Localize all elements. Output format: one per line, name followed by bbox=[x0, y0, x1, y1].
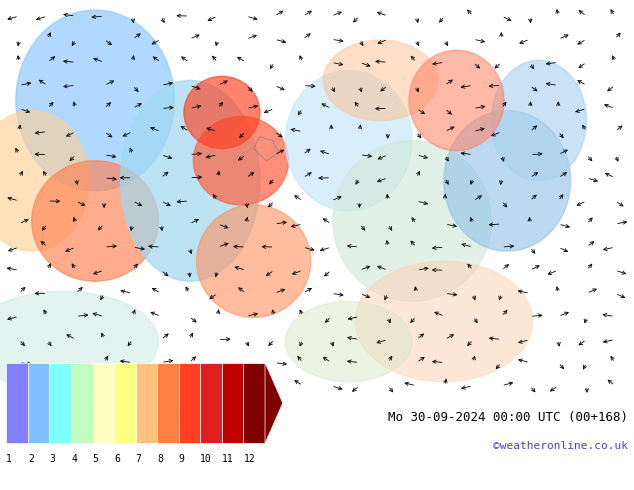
Bar bbox=[6, 363, 28, 443]
Ellipse shape bbox=[285, 301, 412, 382]
Bar bbox=[114, 363, 136, 443]
Text: 11: 11 bbox=[222, 454, 234, 464]
Ellipse shape bbox=[444, 111, 571, 251]
Ellipse shape bbox=[323, 40, 437, 121]
Ellipse shape bbox=[0, 111, 89, 251]
Ellipse shape bbox=[197, 205, 311, 318]
Text: ©weatheronline.co.uk: ©weatheronline.co.uk bbox=[493, 441, 628, 451]
Text: 12: 12 bbox=[243, 454, 256, 464]
Bar bbox=[28, 363, 49, 443]
Text: 8: 8 bbox=[157, 454, 163, 464]
Text: 10: 10 bbox=[200, 454, 212, 464]
Bar bbox=[136, 363, 157, 443]
Text: 6: 6 bbox=[114, 454, 120, 464]
Bar bbox=[179, 363, 200, 443]
Ellipse shape bbox=[32, 161, 158, 281]
Ellipse shape bbox=[193, 117, 288, 205]
Bar bbox=[157, 363, 179, 443]
Ellipse shape bbox=[184, 76, 260, 148]
Ellipse shape bbox=[0, 291, 158, 392]
Polygon shape bbox=[265, 363, 283, 443]
Text: Surface wind (bft)   GFS: Surface wind (bft) GFS bbox=[6, 411, 186, 424]
Ellipse shape bbox=[120, 80, 260, 281]
Bar bbox=[71, 363, 93, 443]
Bar bbox=[222, 363, 243, 443]
Bar bbox=[93, 363, 114, 443]
Ellipse shape bbox=[16, 10, 174, 191]
Text: 2: 2 bbox=[28, 454, 34, 464]
Ellipse shape bbox=[333, 141, 491, 301]
Text: 4: 4 bbox=[71, 454, 77, 464]
Ellipse shape bbox=[409, 50, 504, 151]
Text: 9: 9 bbox=[179, 454, 184, 464]
Ellipse shape bbox=[491, 60, 586, 181]
Text: 3: 3 bbox=[49, 454, 55, 464]
Text: 7: 7 bbox=[136, 454, 141, 464]
Bar bbox=[200, 363, 222, 443]
Bar bbox=[49, 363, 71, 443]
Text: 1: 1 bbox=[6, 454, 12, 464]
Bar bbox=[243, 363, 265, 443]
Ellipse shape bbox=[285, 70, 412, 211]
Text: Mo 30-09-2024 00:00 UTC (00+168): Mo 30-09-2024 00:00 UTC (00+168) bbox=[387, 411, 628, 424]
Ellipse shape bbox=[355, 261, 533, 382]
Text: 5: 5 bbox=[93, 454, 98, 464]
